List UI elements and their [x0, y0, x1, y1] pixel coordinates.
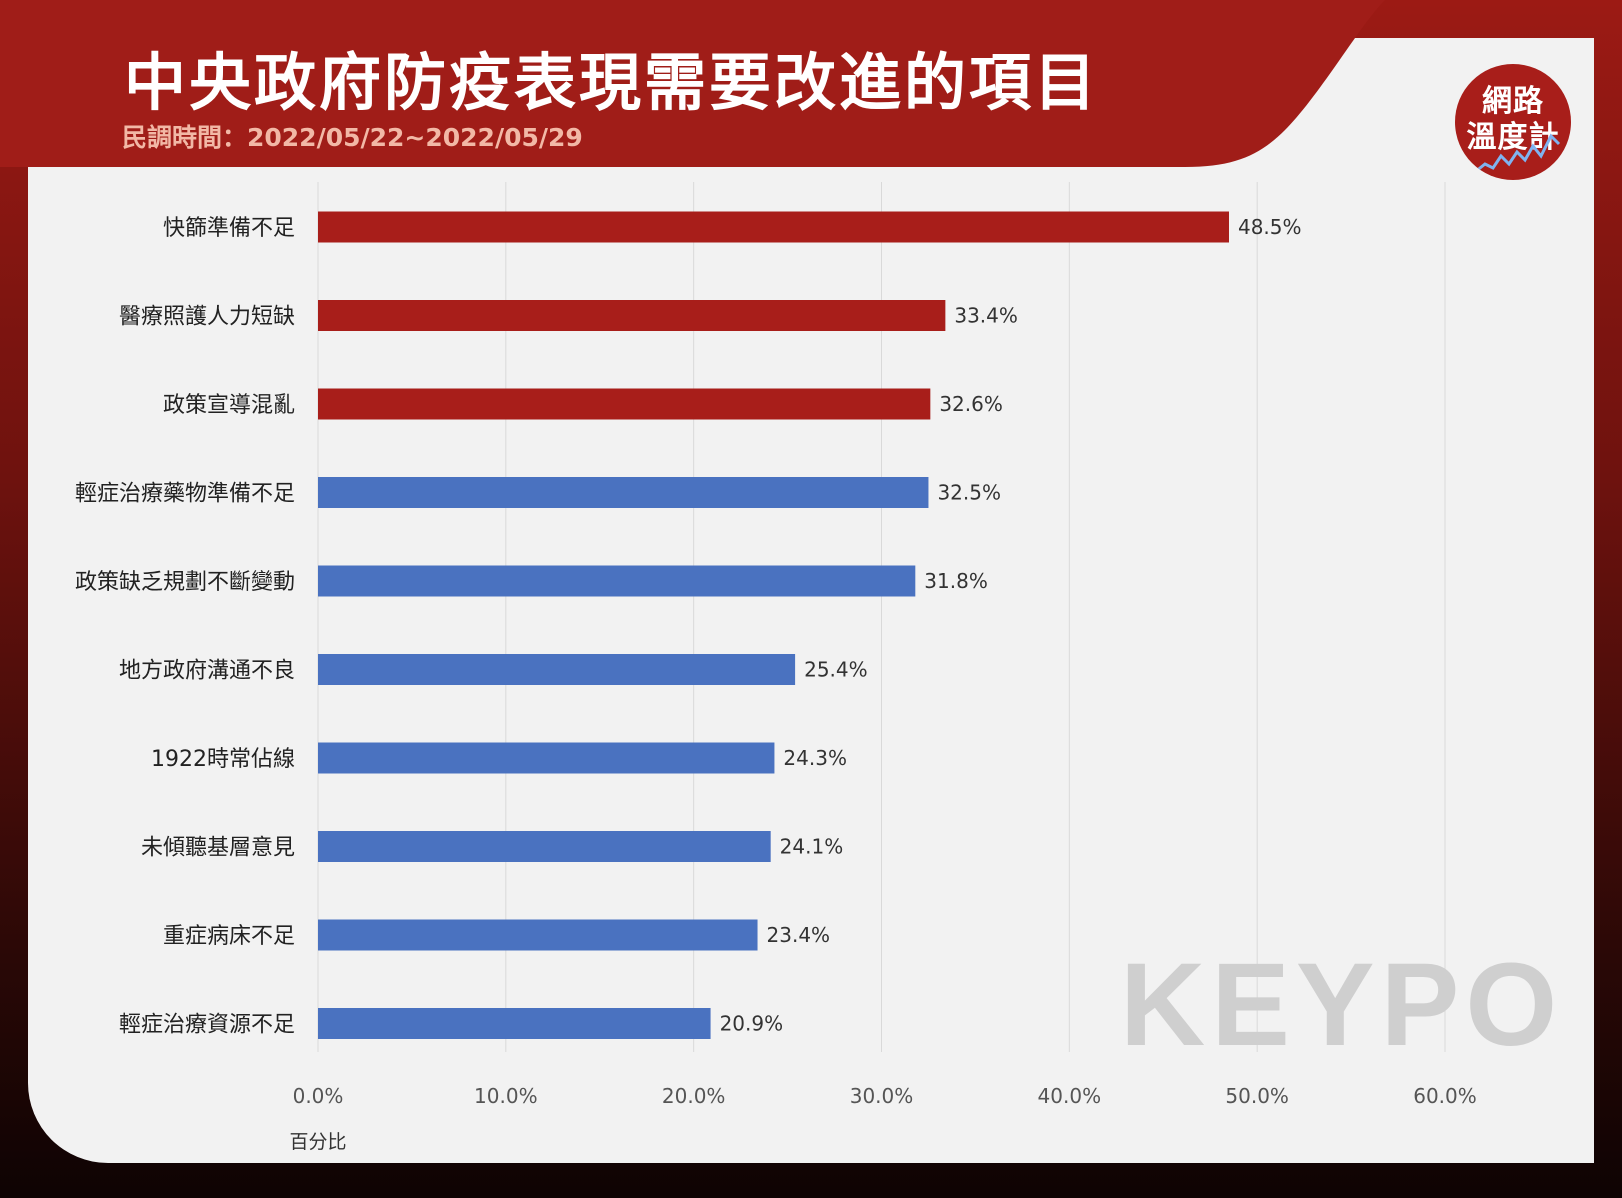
watermark-text: KEYPO: [1120, 945, 1563, 1065]
value-label: 32.5%: [937, 481, 1001, 505]
header-shape: [0, 0, 1385, 167]
category-label: 輕症治療藥物準備不足: [75, 482, 295, 507]
value-label: 20.9%: [720, 1012, 784, 1036]
labels: 0.0% 10.0% 20.0% 30.0% 40.0% 50.0% 60.0% 快篩準備不足…: [75, 215, 1477, 1108]
bar: [318, 388, 931, 420]
x-tick-label: 30.0%: [850, 1084, 914, 1108]
x-tick-label: 40.0%: [1038, 1084, 1102, 1108]
category-label: 政策宣導混亂: [163, 393, 295, 418]
page-title: 中央政府防疫表現需要改進的項目: [124, 46, 1100, 119]
pulse-line-icon: [1474, 133, 1561, 174]
value-label: 24.1%: [780, 835, 844, 859]
value-label: 25.4%: [804, 658, 868, 682]
keypo-watermark: KEYPO: [1120, 945, 1563, 1065]
x-tick-label: 20.0%: [662, 1084, 726, 1108]
bar: [318, 654, 796, 685]
category-label: 快篩準備不足: [163, 216, 295, 241]
bar: [318, 831, 771, 862]
value-label: 24.3%: [783, 746, 847, 770]
header-banner: 中央政府防疫表現需要改進的項目 民調時間：2022/05/22~2022/05/…: [0, 0, 1622, 175]
brand-badge: 網路 溫度計: [1455, 64, 1571, 180]
bar: [318, 300, 946, 331]
x-tick-label: 60.0%: [1413, 1084, 1477, 1108]
category-label: 地方政府溝通不良: [119, 659, 295, 684]
bar: [318, 742, 775, 774]
bar: [318, 919, 758, 951]
survey-period: 民調時間：2022/05/22~2022/05/29: [122, 123, 583, 152]
badge-line-1: 網路: [1482, 84, 1544, 119]
value-label: 31.8%: [924, 569, 988, 593]
bar: [318, 1008, 711, 1039]
value-label: 23.4%: [767, 923, 831, 947]
x-tick-label: 50.0%: [1225, 1084, 1289, 1108]
category-label: 輕症治療資源不足: [119, 1013, 295, 1038]
value-label: 48.5%: [1238, 215, 1302, 239]
x-tick-label: 10.0%: [474, 1084, 538, 1108]
x-axis-title: 百分比: [289, 1131, 346, 1153]
category-label: 重症病床不足: [163, 924, 295, 949]
bar: [318, 477, 929, 508]
category-label: 政策缺乏規劃不斷變動: [75, 570, 295, 595]
value-label: 32.6%: [939, 392, 1003, 416]
category-label: 醫療照護人力短缺: [119, 305, 295, 330]
bar: [318, 565, 916, 597]
value-label: 33.4%: [954, 304, 1018, 328]
x-tick-label: 0.0%: [293, 1084, 344, 1108]
category-label: 1922時常佔線: [151, 747, 295, 772]
category-label: 未傾聽基層意見: [141, 836, 295, 861]
bars: [318, 211, 1229, 1039]
bar: [318, 211, 1229, 243]
